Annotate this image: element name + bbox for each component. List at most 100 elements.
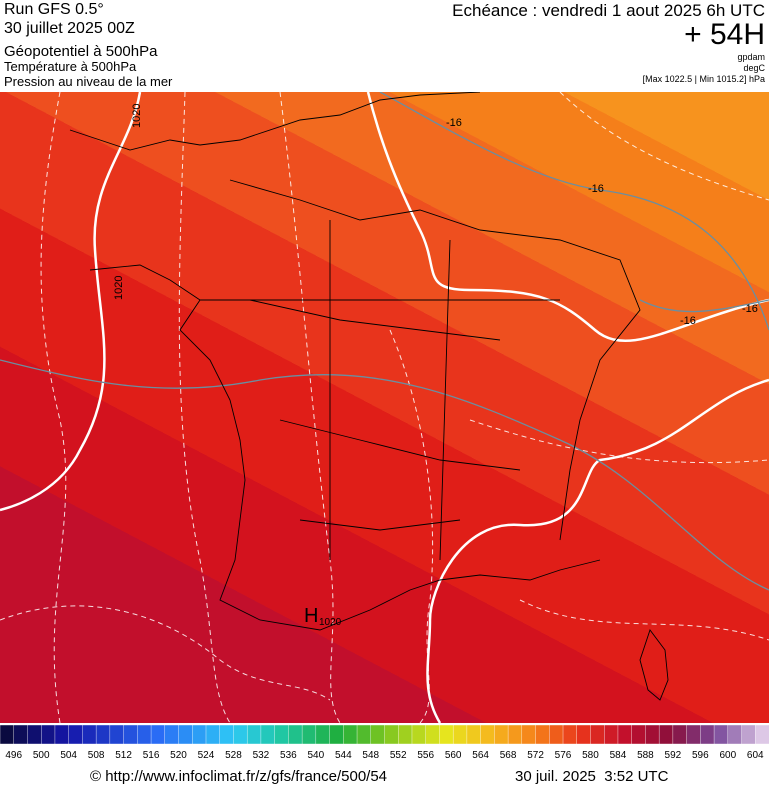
color-swatch — [95, 724, 111, 745]
color-swatch — [384, 724, 399, 745]
color-swatch — [109, 724, 125, 745]
temperature-label: -16 — [680, 315, 696, 327]
scale-label: 588 — [637, 750, 654, 761]
scale-label: 580 — [582, 750, 599, 761]
scale-label: 532 — [253, 750, 270, 761]
color-swatch — [549, 724, 564, 745]
color-swatch — [686, 724, 702, 745]
color-swatch — [343, 724, 358, 745]
source: © http://www.infoclimat.fr/z/gfs/france/… — [90, 768, 387, 785]
color-swatch — [192, 724, 207, 745]
color-swatch — [0, 724, 15, 745]
high-pressure-marker: H — [304, 605, 318, 627]
color-swatch — [494, 724, 509, 745]
scale-label: 500 — [33, 750, 50, 761]
geopotential-contours — [0, 92, 769, 723]
field-subtitle: Pression au niveau de la mer — [4, 74, 173, 89]
color-swatch — [466, 724, 482, 745]
map-labels: 1020 1020 -16 -16 -16 -16 H 1020 — [113, 104, 758, 628]
field-title: Géopotentiel à 500hPa — [4, 43, 158, 60]
scale-label: 568 — [500, 750, 517, 761]
scale-label: 600 — [719, 750, 736, 761]
scale-label: 540 — [307, 750, 324, 761]
color-swatch — [452, 724, 468, 745]
color-swatch — [82, 724, 97, 745]
isobar-label: 1020 — [113, 276, 125, 300]
temperature-label: -16 — [588, 183, 604, 195]
scale-label: 536 — [280, 750, 297, 761]
color-swatch — [13, 724, 29, 745]
color-swatch — [219, 724, 235, 745]
color-swatch — [480, 724, 496, 745]
color-swatch — [398, 724, 413, 745]
color-swatch — [521, 724, 537, 745]
scale-label: 560 — [445, 750, 462, 761]
coastline — [69, 92, 669, 701]
color-swatch — [576, 724, 592, 745]
color-swatch — [54, 724, 70, 745]
scale-label: 576 — [555, 750, 572, 761]
color-swatch — [40, 724, 56, 745]
scale-label: 524 — [198, 750, 215, 761]
run-date: 30 juillet 2025 00Z — [4, 20, 135, 37]
scale-label: 572 — [527, 750, 544, 761]
color-swatch — [439, 724, 454, 745]
valid-time: Echéance : vendredi 1 aout 2025 6h UTC — [452, 1, 765, 20]
color-swatch — [178, 724, 193, 745]
color-swatch — [356, 724, 372, 745]
color-swatch — [658, 724, 674, 745]
scale-label: 496 — [5, 750, 22, 761]
color-swatch — [137, 724, 152, 745]
color-swatch — [507, 724, 523, 745]
color-swatch — [604, 724, 619, 745]
high-pressure-value: 1020 — [319, 617, 342, 628]
scale-label: 592 — [665, 750, 682, 761]
color-scale: 496 500 504 508 512 516 520 524 528 532 536 540 544 5… — [0, 724, 769, 761]
color-swatch — [246, 724, 262, 745]
color-swatch — [260, 724, 276, 745]
color-swatch — [631, 724, 647, 745]
lead-time: + 54H — [684, 18, 765, 51]
color-swatch — [27, 724, 42, 745]
color-swatch — [288, 724, 303, 745]
color-swatch — [741, 724, 756, 745]
color-swatch — [274, 724, 290, 745]
color-swatch — [562, 724, 578, 745]
color-swatch — [535, 724, 550, 745]
scale-label: 512 — [115, 750, 132, 761]
scale-label: 604 — [747, 750, 764, 761]
color-swatch — [68, 724, 84, 745]
color-swatch — [727, 724, 743, 745]
map: 1020 1020 -16 -16 -16 -16 H 1020 — [0, 92, 769, 723]
color-swatch — [329, 724, 345, 745]
color-swatch — [123, 724, 139, 745]
color-swatch — [755, 724, 769, 745]
temperature-field — [0, 92, 769, 723]
unit: degC — [743, 63, 765, 73]
scale-label: 556 — [417, 750, 434, 761]
run-title: Run GFS 0.5° — [4, 1, 104, 18]
scale-label: 552 — [390, 750, 407, 761]
color-swatch — [672, 724, 688, 745]
scale-label: 520 — [170, 750, 187, 761]
color-swatch — [233, 724, 248, 745]
scale-label: 528 — [225, 750, 242, 761]
color-swatch — [205, 724, 221, 745]
color-swatch — [617, 724, 633, 745]
temperature-label: -16 — [742, 303, 758, 315]
temperature-label: -16 — [446, 117, 462, 129]
unit: gpdam — [737, 52, 765, 62]
scale-label: 596 — [692, 750, 709, 761]
color-swatch — [301, 724, 317, 745]
color-swatch — [315, 724, 331, 745]
color-swatch — [370, 724, 386, 745]
scale-label: 508 — [88, 750, 105, 761]
scale-label: 564 — [472, 750, 489, 761]
scale-label: 504 — [60, 750, 77, 761]
color-swatch — [164, 724, 180, 745]
color-swatch — [645, 724, 660, 745]
pressure-range: [Max 1022.5 | Min 1015.2] hPa — [643, 74, 765, 84]
scale-label: 516 — [143, 750, 160, 761]
